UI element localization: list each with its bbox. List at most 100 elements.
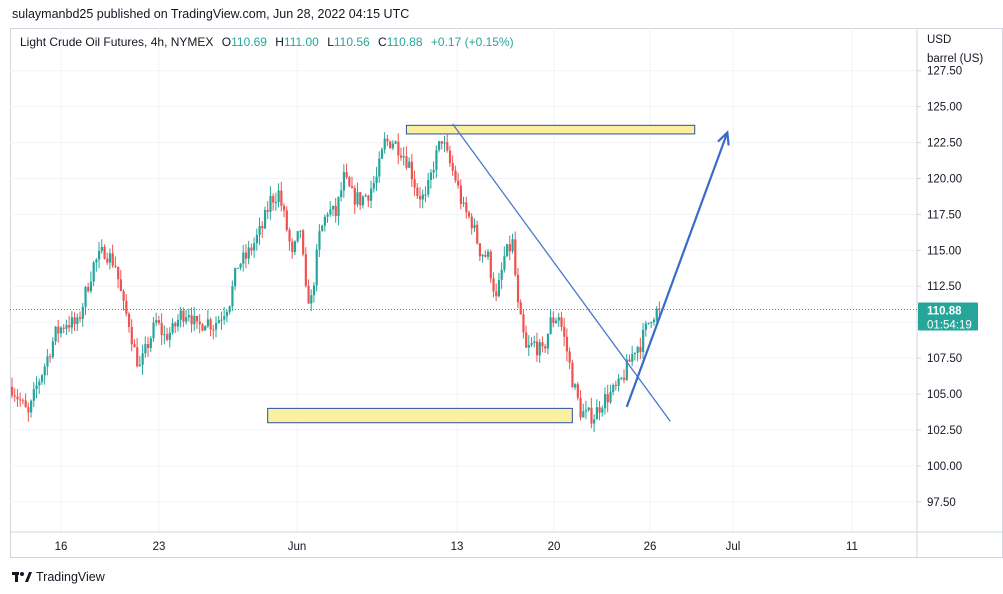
candle-body: [538, 342, 541, 356]
candle-body: [340, 190, 343, 198]
descending-trendline[interactable]: [452, 123, 671, 422]
candle-body: [342, 172, 346, 191]
time-axis[interactable]: 16 23 Jun 13 20 26 Jul 11: [10, 531, 1003, 553]
candle-body: [119, 279, 122, 292]
candle-body: [122, 291, 125, 301]
candle-body: [408, 161, 411, 168]
candle-body: [43, 366, 46, 376]
candle-body: [76, 317, 79, 325]
candle-body: [647, 322, 650, 324]
candle-body: [644, 323, 647, 330]
candle-body: [481, 254, 484, 257]
price-tick-label: 125.00: [927, 102, 962, 114]
candle-body: [405, 156, 408, 168]
candle-body: [620, 377, 623, 379]
drawing-tools[interactable]: [452, 123, 730, 422]
candle-body: [106, 258, 109, 263]
candle-body: [541, 342, 544, 347]
candle-body: [636, 346, 639, 354]
time-tick-label: 13: [451, 541, 464, 553]
candle-body: [46, 356, 49, 367]
candle-body: [182, 310, 185, 322]
candle-body: [160, 323, 163, 335]
candle-body: [522, 314, 525, 333]
last-price-box: [918, 302, 978, 331]
candle-body: [655, 308, 658, 320]
time-tick-label: 16: [55, 541, 68, 553]
time-tick-label: 23: [153, 541, 166, 553]
symbol-name: Light Crude Oil Futures, 4h, NYMEX: [20, 35, 214, 49]
candle-body: [367, 195, 370, 201]
candle-body: [448, 150, 452, 164]
candle-body: [323, 216, 326, 226]
candle-body: [215, 323, 218, 330]
candle-body: [623, 377, 626, 380]
candle-body: [375, 176, 378, 184]
candle-body: [13, 395, 16, 397]
time-tick-label: 11: [846, 541, 858, 553]
time-tick-label: 26: [644, 541, 657, 553]
candle-body: [204, 326, 207, 331]
candle-body: [321, 225, 324, 232]
price-tick-label: 97.50: [927, 497, 956, 509]
candle-body: [59, 327, 63, 334]
candle-body: [574, 384, 577, 388]
support-zone[interactable]: [267, 407, 573, 424]
candle-body: [190, 315, 193, 325]
candle-body: [255, 235, 258, 244]
price-axis[interactable]: 97.50100.00102.50105.00107.50110.00112.5…: [916, 28, 962, 558]
candle-body: [149, 338, 152, 349]
candle-body: [454, 170, 457, 181]
candle-body: [467, 212, 471, 217]
candle-body: [413, 179, 416, 188]
candle-body: [81, 306, 84, 319]
candle-body: [337, 197, 340, 217]
candle-body: [236, 267, 239, 269]
candle-body: [62, 327, 65, 329]
last-price-tag: 110.88 01:54:19: [10, 302, 978, 332]
candle-body: [103, 246, 106, 259]
candle-body: [658, 308, 661, 310]
candle-body: [95, 259, 98, 263]
resistance-zone[interactable]: [405, 124, 696, 135]
candle-body: [443, 142, 446, 144]
tradingview-brand[interactable]: TradingView: [12, 570, 105, 584]
candle-body: [457, 180, 460, 186]
projection-arrow[interactable]: [625, 132, 729, 408]
candle-body: [176, 319, 180, 327]
candle-body: [187, 315, 190, 318]
candle-body: [247, 247, 250, 259]
candle-body: [49, 356, 52, 358]
candle-body: [351, 186, 354, 188]
candle-body: [440, 141, 443, 144]
candle-body: [30, 400, 33, 413]
candle-body: [345, 172, 348, 178]
price-tick-label: 100.00: [927, 461, 962, 473]
candle-body: [274, 202, 278, 204]
candle-body: [24, 400, 27, 408]
candle-body: [35, 385, 38, 390]
candle-body: [253, 243, 256, 251]
candle-body: [451, 163, 454, 171]
candle-body: [310, 295, 313, 304]
symbol-legend[interactable]: Light Crude Oil Futures, 4h, NYMEX O110.…: [20, 35, 514, 49]
candle-body: [168, 332, 171, 340]
candle-body: [584, 409, 588, 412]
candle-body: [125, 300, 128, 314]
candle-body: [283, 205, 286, 211]
candle-body: [598, 407, 601, 413]
candle-body: [263, 210, 267, 229]
candle-body: [628, 359, 631, 362]
candle-body: [223, 316, 226, 320]
candle-body: [478, 243, 482, 257]
candle-body: [89, 281, 93, 292]
candle-body: [127, 313, 131, 327]
support-resistance-zones[interactable]: [267, 124, 696, 424]
candle-body: [582, 411, 585, 418]
candle-body: [625, 359, 628, 380]
candle-body: [163, 334, 166, 336]
candle-body: [111, 253, 114, 266]
candle-body: [476, 224, 479, 244]
candle-body: [261, 225, 264, 229]
